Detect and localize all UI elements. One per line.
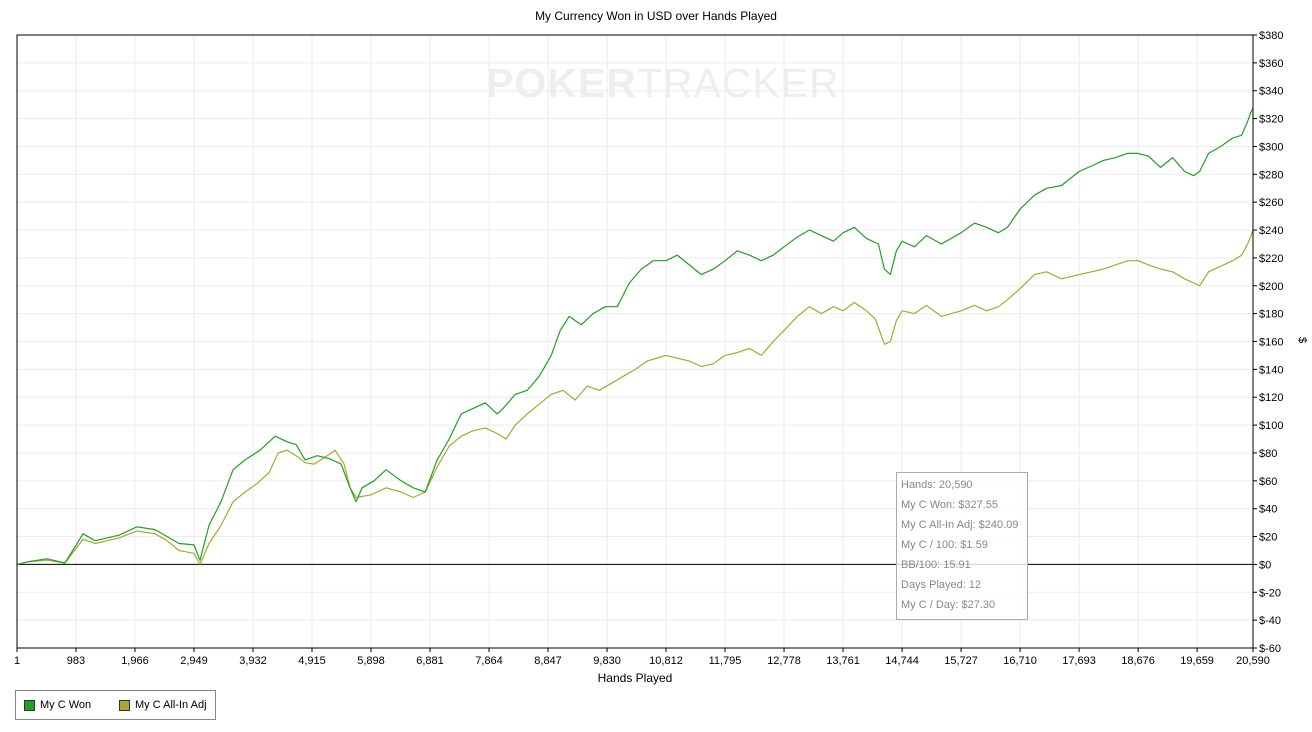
legend-label-won: My C Won: [40, 699, 92, 711]
y-tick-label: $-20: [1259, 587, 1281, 599]
x-tick-label: 2,949: [180, 655, 208, 667]
x-axis-ticks: 1 983 1,966 2,949 3,932 4,915 5,898 6,881 7,864 8…: [14, 648, 1270, 667]
x-tick-label: 20,590: [1236, 655, 1270, 667]
x-tick-label: 1,966: [121, 655, 149, 667]
legend-label-all-in-adj: My C All-In Adj: [135, 699, 207, 711]
tooltip-days-played: Days Played: 12: [901, 579, 982, 591]
x-tick-label: 14,744: [885, 655, 919, 667]
tooltip-won: My C Won: $327.55: [901, 499, 999, 511]
y-tick-label: $180: [1259, 309, 1283, 321]
y-tick-label: $160: [1259, 337, 1283, 349]
y-tick-label: $-40: [1259, 615, 1281, 627]
x-tick-label: 6,881: [416, 655, 444, 667]
x-tick-label: 12,778: [767, 655, 801, 667]
x-tick-label: 5,898: [357, 655, 385, 667]
pokertracker-watermark: POKERTRACKER: [486, 60, 840, 107]
y-tick-label: $20: [1259, 532, 1277, 544]
legend-swatch-won: [24, 699, 35, 711]
tooltip-all-in-adj: My C All-In Adj: $240.09: [901, 519, 1019, 531]
y-axis-ticks: $380 $360 $340 $320 $300 $280 $260 $240 $220 $200…: [1253, 30, 1283, 655]
series-lines: [16, 107, 1254, 565]
x-tick-label: 13,761: [826, 655, 860, 667]
tooltip-hands: Hands: 20,590: [901, 479, 973, 491]
legend-swatch-all-in-adj: [119, 699, 130, 711]
series-line-my-c-won: [16, 107, 1254, 565]
y-tick-label: $260: [1259, 197, 1283, 209]
hover-tooltip: Hands: 20,590 My C Won: $327.55 My C All…: [896, 472, 1028, 620]
y-tick-label: $60: [1259, 476, 1277, 488]
x-tick-label: 9,830: [593, 655, 621, 667]
x-tick-label: 15,727: [944, 655, 978, 667]
chart-legend: My C Won My C All-In Adj: [15, 690, 216, 720]
x-tick-label: 8,847: [534, 655, 562, 667]
x-tick-label: 19,659: [1180, 655, 1214, 667]
y-tick-label: $80: [1259, 448, 1277, 460]
y-tick-label: $100: [1259, 420, 1283, 432]
y-tick-label: $300: [1259, 141, 1283, 153]
y-tick-label: $360: [1259, 58, 1283, 70]
y-tick-label: $320: [1259, 114, 1283, 126]
y-tick-label: $120: [1259, 392, 1283, 404]
y-axis-label: $: [1296, 336, 1308, 344]
series-line-my-c-all-in-adj: [16, 229, 1254, 565]
x-tick-label: 983: [67, 655, 85, 667]
x-tick-label: 10,812: [649, 655, 683, 667]
x-tick-label: 16,710: [1003, 655, 1037, 667]
x-axis-label: Hands Played: [597, 671, 673, 685]
chart-title: My Currency Won in USD over Hands Played: [535, 9, 777, 23]
y-tick-label: $220: [1259, 253, 1283, 265]
y-tick-label: $380: [1259, 30, 1283, 42]
y-tick-label: $-60: [1259, 643, 1281, 655]
tooltip-per-day: My C / Day: $27.30: [901, 599, 996, 611]
tooltip-per-100: My C / 100: $1.59: [901, 539, 988, 551]
x-tick-label: 3,932: [239, 655, 267, 667]
y-tick-label: $200: [1259, 281, 1283, 293]
x-tick-label: 11,795: [709, 655, 742, 667]
y-tick-label: $340: [1259, 86, 1283, 98]
watermark-thin: TRACKER: [636, 60, 840, 106]
y-tick-label: $280: [1259, 169, 1283, 181]
x-tick-label: 1: [14, 655, 20, 667]
y-tick-label: $0: [1259, 559, 1271, 571]
watermark-bold: POKER: [486, 60, 637, 106]
x-tick-label: 17,693: [1062, 655, 1096, 667]
y-tick-label: $140: [1259, 364, 1283, 376]
x-tick-label: 4,915: [298, 655, 326, 667]
y-tick-label: $240: [1259, 225, 1283, 237]
grid-lines: [16, 34, 1254, 649]
legend-item-all-in-adj[interactable]: My C All-In Adj: [119, 699, 207, 711]
tooltip-bb-100: BB/100: 15.91: [901, 559, 971, 571]
y-tick-label: $40: [1259, 504, 1277, 516]
x-tick-label: 18,676: [1121, 655, 1155, 667]
legend-item-won[interactable]: My C Won: [24, 699, 91, 711]
x-tick-label: 7,864: [475, 655, 503, 667]
